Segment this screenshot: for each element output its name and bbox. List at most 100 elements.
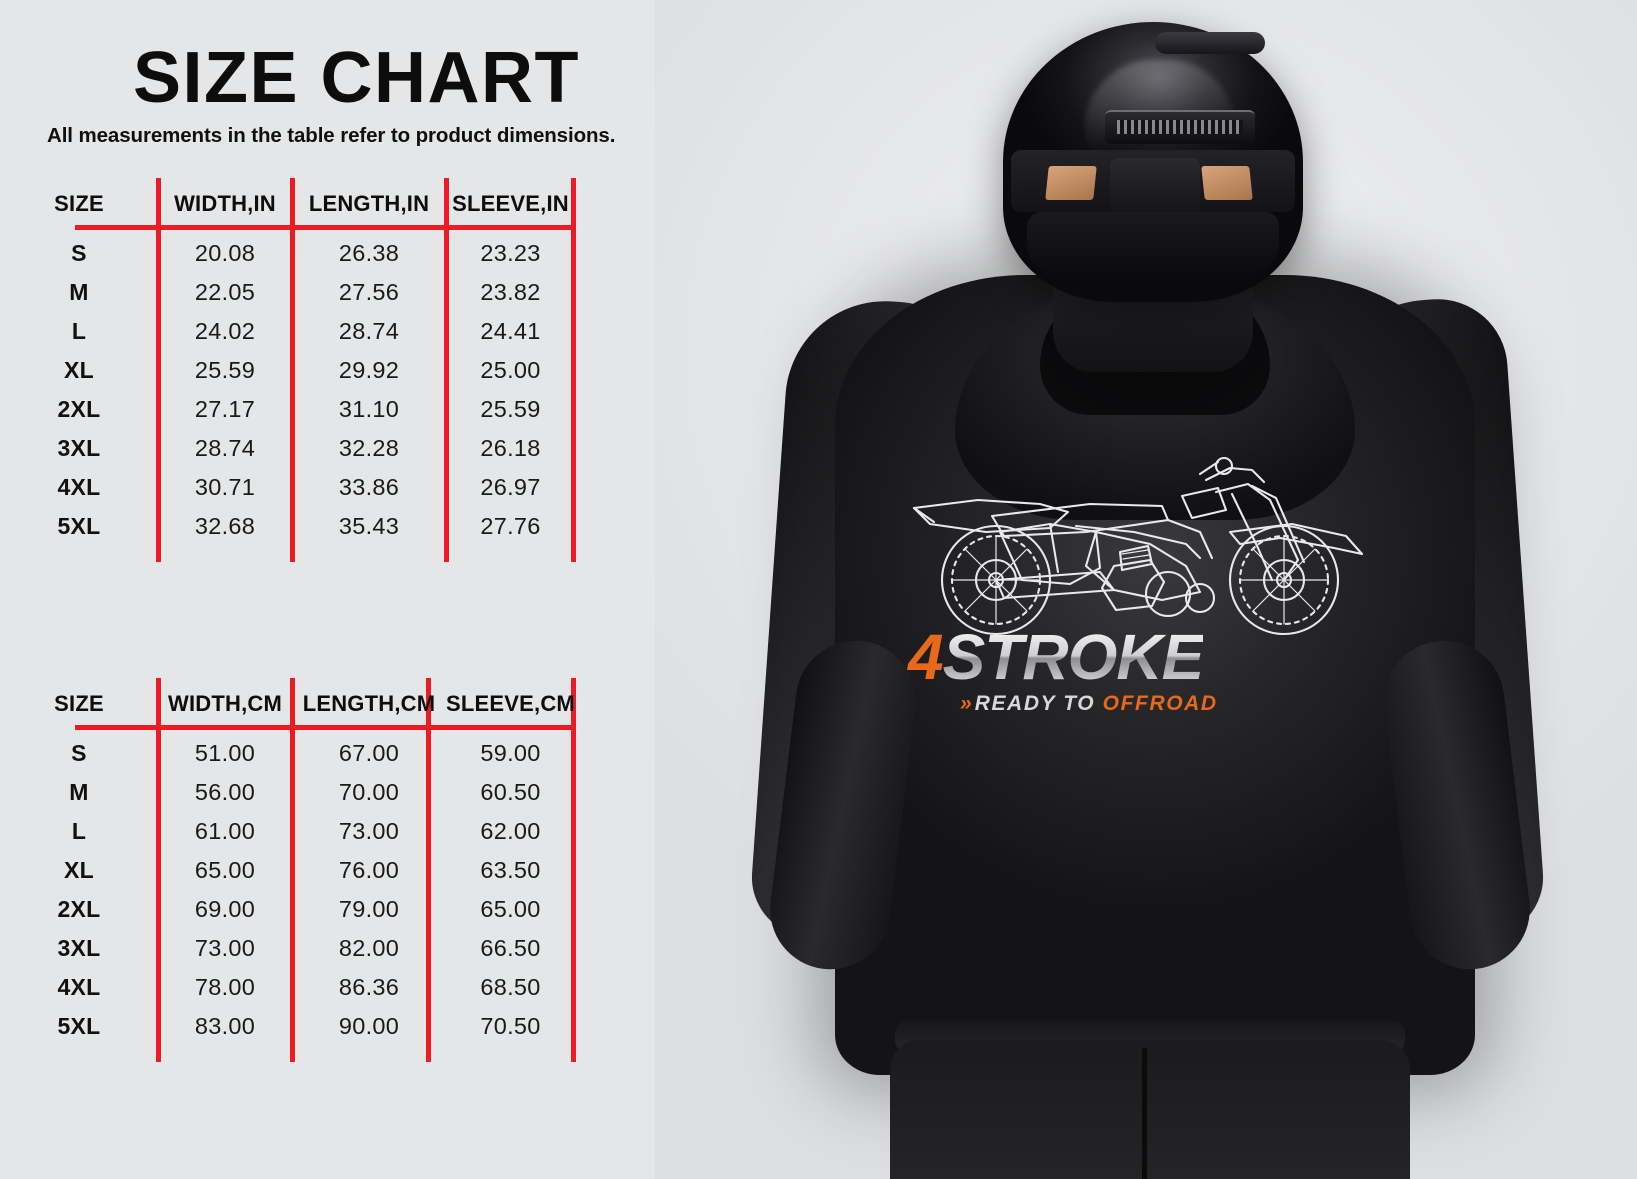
cell-size: 3XL: [57, 935, 101, 961]
cell-width: 65.00: [194, 857, 256, 883]
table-row: S 51.00 67.00 59.00: [0, 734, 620, 773]
cell-width: 30.71: [194, 474, 256, 500]
cell-width: 24.02: [194, 318, 256, 344]
table-row: L 24.02 28.74 24.41: [0, 312, 620, 351]
cell-size: 3XL: [57, 435, 101, 461]
cell-width: 28.74: [194, 435, 256, 461]
cell-sleeve: 26.97: [480, 474, 541, 500]
helmet-vent-slats: [1117, 120, 1243, 134]
cell-size: L: [71, 818, 87, 844]
cell-size: S: [71, 240, 87, 266]
cell-size: M: [69, 279, 89, 305]
product-photo: 4STROKE » READY TO OFFROAD: [655, 0, 1637, 1179]
table-rule-vertical: [571, 178, 576, 562]
cell-size: XL: [64, 357, 94, 383]
cell-length: 31.10: [338, 396, 400, 422]
cell-width: 22.05: [194, 279, 256, 305]
cell-length: 73.00: [338, 818, 400, 844]
cell-sleeve: 23.23: [480, 240, 541, 266]
table-rule-vertical: [290, 678, 295, 1062]
cell-length: 70.00: [338, 779, 400, 805]
cell-size: 2XL: [57, 396, 101, 422]
brand-logo: 4STROKE: [908, 625, 1204, 689]
cell-sleeve: 24.41: [480, 318, 541, 344]
table-row: 4XL 78.00 86.36 68.50: [0, 968, 620, 1007]
column-header-length: LENGTH,IN: [308, 191, 430, 216]
cell-width: 61.00: [194, 818, 256, 844]
tagline-primary: READY TO: [974, 692, 1103, 715]
size-table-centimeters: SIZE WIDTH,CM LENGTH,CM SLEEVE,CM S 51.0…: [0, 672, 620, 1062]
helmet-vent-copper-left: [1045, 166, 1097, 200]
cell-width: 56.00: [194, 779, 256, 805]
cell-length: 32.28: [338, 435, 400, 461]
table-rule-vertical: [426, 678, 431, 1062]
cell-size: XL: [64, 857, 94, 883]
cell-sleeve: 62.00: [480, 818, 541, 844]
table-row: M 22.05 27.56 23.82: [0, 273, 620, 312]
cell-width: 51.00: [194, 740, 256, 766]
table-row: S 20.08 26.38 23.23: [0, 234, 620, 273]
table-row: 4XL 30.71 33.86 26.97: [0, 468, 620, 507]
cell-length: 33.86: [338, 474, 400, 500]
table-rule-vertical: [156, 678, 161, 1062]
cell-length: 26.38: [338, 240, 400, 266]
cell-length: 79.00: [338, 896, 400, 922]
cell-size: 5XL: [57, 513, 101, 539]
table-row: 5XL 83.00 90.00 70.50: [0, 1007, 620, 1046]
cell-sleeve: 60.50: [480, 779, 541, 805]
dirt-bike-line-art: [912, 456, 1364, 636]
cell-sleeve: 63.50: [480, 857, 541, 883]
column-header-size: SIZE: [54, 191, 104, 216]
cell-length: 67.00: [338, 740, 400, 766]
cell-width: 78.00: [194, 974, 256, 1000]
table-row: XL 65.00 76.00 63.50: [0, 851, 620, 890]
table-rule-vertical: [156, 178, 161, 562]
table-row: L 61.00 73.00 62.00: [0, 812, 620, 851]
table-rule-vertical: [290, 178, 295, 562]
helmet-chin-bar: [1027, 212, 1279, 274]
cell-length: 76.00: [338, 857, 400, 883]
helmet-vent-copper-right: [1201, 166, 1253, 200]
cell-sleeve: 26.18: [480, 435, 541, 461]
page-title: SIZE CHART: [133, 38, 580, 118]
cell-sleeve: 59.00: [480, 740, 541, 766]
chevron-icon: »: [960, 692, 972, 715]
cell-length: 86.36: [338, 974, 400, 1000]
logo-numeral: 4: [908, 621, 944, 693]
table-row: M 56.00 70.00 60.50: [0, 773, 620, 812]
cell-length: 35.43: [338, 513, 400, 539]
cell-size: L: [71, 318, 87, 344]
cell-size: 4XL: [57, 974, 101, 1000]
cell-width: 20.08: [194, 240, 256, 266]
table-header-row: SIZE WIDTH,IN LENGTH,IN SLEEVE,IN: [0, 172, 620, 222]
cell-sleeve: 70.50: [480, 1013, 541, 1039]
table-row: 3XL 28.74 32.28 26.18: [0, 429, 620, 468]
pants-seam: [1142, 1048, 1147, 1179]
cell-size: S: [71, 740, 87, 766]
table-row: XL 25.59 29.92 25.00: [0, 351, 620, 390]
column-header-width: WIDTH,CM: [167, 691, 283, 716]
column-header-sleeve: SLEEVE,IN: [452, 191, 569, 216]
table-row: 2XL 27.17 31.10 25.59: [0, 390, 620, 429]
cell-sleeve: 25.59: [480, 396, 541, 422]
brand-tagline: » READY TO OFFROAD: [960, 692, 1218, 716]
cell-sleeve: 25.00: [480, 357, 541, 383]
table-row: 5XL 32.68 35.43 27.76: [0, 507, 620, 546]
cell-size: 4XL: [57, 474, 101, 500]
size-chart-panel: SIZE CHART All measurements in the table…: [0, 0, 700, 1179]
cell-sleeve: 68.50: [480, 974, 541, 1000]
table-rule-vertical: [444, 178, 449, 562]
page-subtitle: All measurements in the table refer to p…: [47, 124, 616, 147]
cell-width: 25.59: [194, 357, 256, 383]
table-row: 2XL 69.00 79.00 65.00: [0, 890, 620, 929]
cell-width: 73.00: [194, 935, 256, 961]
tagline-accent: OFFROAD: [1102, 692, 1218, 715]
cell-width: 27.17: [194, 396, 256, 422]
cell-sleeve: 23.82: [480, 279, 541, 305]
cell-size: M: [69, 779, 89, 805]
cell-width: 69.00: [194, 896, 256, 922]
table-rule-horizontal: [75, 225, 575, 230]
column-header-length: LENGTH,CM: [302, 691, 436, 716]
cell-length: 27.56: [338, 279, 400, 305]
hoodie-back-print: 4STROKE » READY TO OFFROAD: [900, 440, 1370, 720]
